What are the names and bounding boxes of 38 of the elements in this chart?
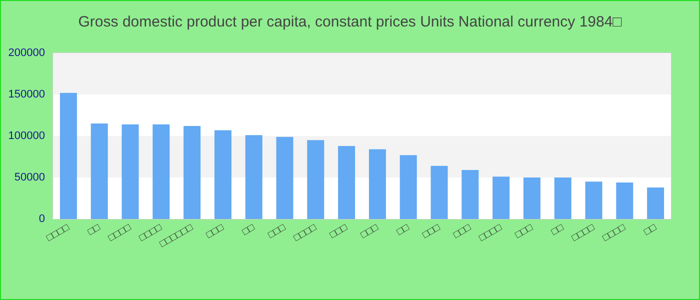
x-tick-label: □□ (550, 222, 566, 238)
chart-title: Gross domestic product per capita, constant prices Units National currency 1984□ (78, 14, 623, 30)
bar (338, 146, 356, 219)
bar (492, 176, 510, 219)
x-tick-label: □□ (395, 222, 412, 238)
bar (214, 130, 232, 219)
bar (430, 166, 448, 219)
bar (400, 155, 417, 219)
bar (462, 170, 479, 219)
x-tick-label: □□ (642, 222, 658, 238)
x-tick-label: □□□ (514, 222, 535, 241)
y-tick-label: 200000 (8, 47, 45, 59)
x-tick-label: □□□ (328, 222, 350, 241)
y-tick-label: 0 (38, 213, 45, 225)
bar (647, 187, 664, 219)
y-tick-label: 150000 (8, 88, 45, 100)
x-tick-label: □□□ (266, 222, 288, 241)
x-tick-label: □□□ (452, 222, 473, 241)
x-tick-label: □□□ (420, 222, 442, 241)
x-tick-label: □□ (240, 222, 257, 238)
bar (90, 124, 108, 219)
bar (307, 140, 324, 219)
bar (152, 124, 170, 219)
x-tick-label: □□ (86, 222, 102, 238)
bar (184, 126, 201, 219)
bar (245, 135, 262, 219)
y-tick-label: 100000 (8, 130, 45, 142)
x-tick-label: □□□ (359, 222, 380, 241)
bar (616, 182, 634, 219)
bar (276, 136, 294, 219)
y-tick-label: 50000 (14, 172, 45, 184)
bar (60, 92, 77, 219)
x-tick-label: □□□ (204, 222, 226, 241)
bar (554, 178, 572, 219)
bar (368, 149, 386, 219)
bar (122, 124, 139, 219)
bar (585, 182, 602, 219)
bar (523, 178, 540, 219)
